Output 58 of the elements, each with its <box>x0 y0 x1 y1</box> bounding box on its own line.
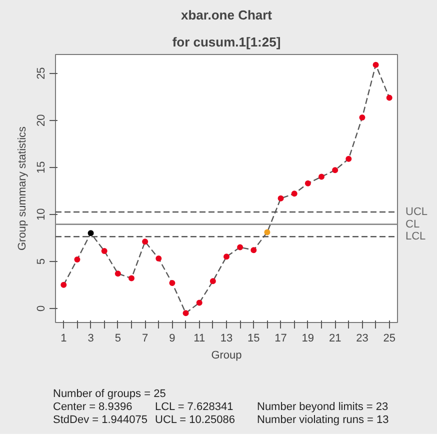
point <box>156 256 162 262</box>
point <box>318 174 324 180</box>
y-tick-label: 20 <box>36 114 48 126</box>
y-tick-label: 25 <box>36 67 48 80</box>
ref-line-label: LCL <box>406 230 426 243</box>
point <box>250 247 257 254</box>
point <box>332 167 338 174</box>
x-tick-label: 7 <box>142 332 148 344</box>
y-tick-label: 0 <box>36 305 48 312</box>
ref-line-label: UCL <box>406 206 428 218</box>
point <box>224 254 230 260</box>
x-tick-label: 25 <box>383 332 396 344</box>
point <box>196 300 202 306</box>
point <box>101 248 108 254</box>
point <box>386 94 392 101</box>
x-tick-label: 19 <box>302 332 314 344</box>
point <box>128 275 134 282</box>
x-tick-label: 1 <box>60 332 67 344</box>
chart-title: xbar.one Chart <box>180 8 273 22</box>
text: UCL = 10.25086 <box>155 414 236 427</box>
text: Center = 8.9396 <box>53 401 134 414</box>
x-axis-title: Group <box>211 350 242 362</box>
x-tick-label: 13 <box>220 332 233 344</box>
point <box>291 190 298 197</box>
ref-line-label: CL <box>406 218 420 230</box>
point <box>372 62 379 68</box>
y-tick-label: 15 <box>36 161 48 174</box>
text: Number beyond limits = 23 <box>257 401 390 414</box>
x-tick-label: 5 <box>114 332 121 344</box>
point <box>88 230 94 236</box>
text: StdDev = 1.944075 <box>53 414 148 427</box>
point <box>210 278 216 284</box>
point <box>304 180 311 186</box>
x-tick-label: 15 <box>248 332 260 344</box>
point <box>237 244 244 250</box>
text: Number violating runs = 13 <box>257 414 390 427</box>
x-tick-label: 21 <box>328 332 342 344</box>
point <box>346 156 352 162</box>
point <box>359 114 366 120</box>
text: Number of groups = 25 <box>53 388 166 401</box>
x-tick-label: 9 <box>169 332 176 344</box>
point <box>114 270 121 277</box>
y-tick-label: 5 <box>36 258 48 264</box>
point <box>169 280 176 286</box>
point <box>264 229 270 236</box>
point <box>278 195 284 202</box>
point <box>182 310 189 316</box>
x-tick-label: 23 <box>356 332 368 344</box>
text: LCL = 7.628341 <box>155 401 234 414</box>
point <box>60 282 67 288</box>
y-tick-label: 10 <box>36 208 48 220</box>
x-tick-label: 17 <box>274 332 287 344</box>
point <box>142 238 148 245</box>
point <box>74 256 80 262</box>
x-tick-label: 11 <box>194 332 206 344</box>
y-axis-title: Group summary statistics <box>16 126 28 251</box>
x-tick-label: 3 <box>88 332 94 344</box>
chart-subtitle: for cusum.1[1:25] <box>172 34 281 50</box>
